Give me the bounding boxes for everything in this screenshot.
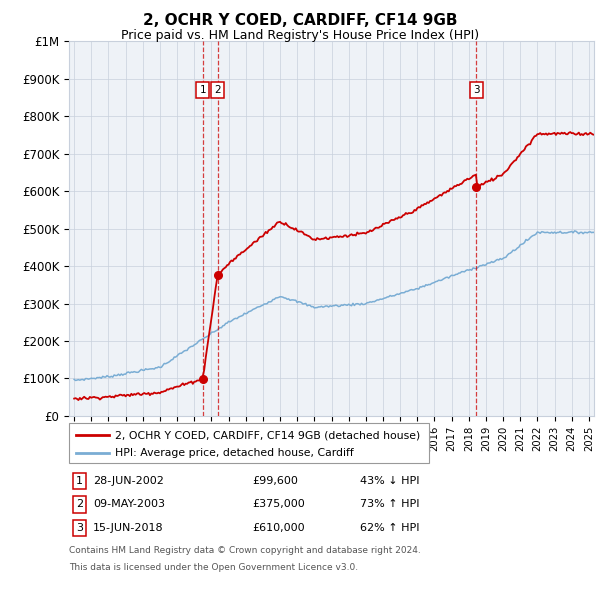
Text: 2, OCHR Y COED, CARDIFF, CF14 9GB: 2, OCHR Y COED, CARDIFF, CF14 9GB	[143, 13, 457, 28]
Text: 43% ↓ HPI: 43% ↓ HPI	[360, 476, 419, 486]
Text: £375,000: £375,000	[252, 500, 305, 509]
Text: Contains HM Land Registry data © Crown copyright and database right 2024.: Contains HM Land Registry data © Crown c…	[69, 546, 421, 555]
Text: 73% ↑ HPI: 73% ↑ HPI	[360, 500, 419, 509]
Text: HPI: Average price, detached house, Cardiff: HPI: Average price, detached house, Card…	[115, 448, 354, 458]
Text: 3: 3	[76, 523, 83, 533]
Text: 3: 3	[473, 85, 480, 95]
Text: This data is licensed under the Open Government Licence v3.0.: This data is licensed under the Open Gov…	[69, 563, 358, 572]
Text: 15-JUN-2018: 15-JUN-2018	[93, 523, 164, 533]
Text: £610,000: £610,000	[252, 523, 305, 533]
Text: £99,600: £99,600	[252, 476, 298, 486]
Text: Price paid vs. HM Land Registry's House Price Index (HPI): Price paid vs. HM Land Registry's House …	[121, 29, 479, 42]
Text: 2: 2	[214, 85, 221, 95]
Text: 2: 2	[76, 500, 83, 509]
Text: 62% ↑ HPI: 62% ↑ HPI	[360, 523, 419, 533]
Text: 1: 1	[76, 476, 83, 486]
Text: 2, OCHR Y COED, CARDIFF, CF14 9GB (detached house): 2, OCHR Y COED, CARDIFF, CF14 9GB (detac…	[115, 430, 421, 440]
Text: 1: 1	[199, 85, 206, 95]
Text: 09-MAY-2003: 09-MAY-2003	[93, 500, 165, 509]
Text: 28-JUN-2002: 28-JUN-2002	[93, 476, 164, 486]
